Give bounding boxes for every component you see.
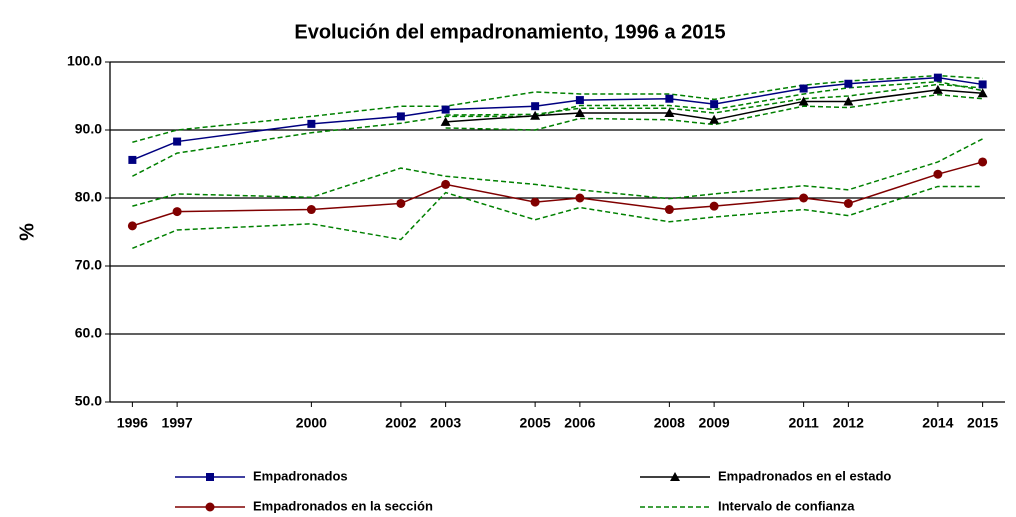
- marker: [799, 84, 808, 93]
- marker: [172, 207, 182, 217]
- y-tick-label: 100.0: [67, 53, 102, 69]
- marker: [396, 112, 405, 121]
- chart-title: Evolución del empadronamiento, 1996 a 20…: [294, 21, 725, 43]
- x-tick-label: 1996: [117, 415, 148, 431]
- y-tick-label: 80.0: [75, 189, 102, 205]
- x-tick-label: 2014: [922, 415, 953, 431]
- y-axis-label: %: [16, 223, 38, 241]
- y-tick-label: 70.0: [75, 257, 102, 273]
- marker: [307, 119, 316, 128]
- marker: [978, 157, 988, 167]
- confidence-line: [445, 83, 983, 116]
- x-tick-label: 2006: [564, 415, 595, 431]
- legend-label: Empadronados en el estado: [718, 468, 891, 483]
- x-tick-label: 1997: [162, 415, 193, 431]
- marker: [396, 198, 406, 208]
- x-tick-label: 2011: [788, 415, 819, 431]
- marker: [843, 198, 853, 208]
- marker: [441, 179, 451, 189]
- marker: [306, 205, 316, 215]
- marker: [977, 88, 988, 98]
- x-tick-label: 2002: [385, 415, 416, 431]
- marker: [844, 79, 853, 88]
- legend-label: Intervalo de confianza: [718, 498, 855, 513]
- x-tick-label: 2009: [699, 415, 730, 431]
- marker: [530, 110, 541, 120]
- marker: [670, 472, 680, 481]
- confidence-line: [132, 80, 983, 177]
- marker: [798, 96, 809, 106]
- marker: [932, 84, 943, 94]
- confidence-line: [445, 93, 983, 131]
- x-tick-label: 2003: [430, 415, 461, 431]
- series-line: [132, 161, 983, 227]
- marker: [978, 80, 987, 89]
- marker: [574, 108, 585, 117]
- x-tick-label: 2012: [833, 415, 864, 431]
- marker: [530, 197, 540, 207]
- marker: [933, 169, 943, 179]
- marker: [575, 193, 585, 203]
- x-tick-label: 2000: [296, 415, 327, 431]
- series-line: [132, 76, 983, 161]
- marker: [664, 205, 674, 215]
- marker: [664, 108, 675, 117]
- confidence-line: [132, 74, 983, 143]
- legend-label: Empadronados en la sección: [253, 498, 433, 513]
- marker: [173, 137, 182, 146]
- marker: [531, 102, 540, 111]
- marker: [843, 96, 854, 106]
- x-tick-label: 2015: [967, 415, 998, 431]
- x-tick-label: 2005: [520, 415, 551, 431]
- marker: [575, 96, 584, 105]
- y-tick-label: 90.0: [75, 121, 102, 137]
- y-tick-label: 60.0: [75, 325, 102, 341]
- marker: [128, 155, 137, 164]
- marker: [440, 116, 451, 126]
- marker: [127, 221, 137, 231]
- legend-label: Empadronados: [253, 468, 348, 483]
- marker: [799, 193, 809, 203]
- confidence-line: [132, 138, 983, 207]
- marker: [441, 105, 450, 114]
- marker: [709, 201, 719, 211]
- marker: [709, 114, 720, 124]
- marker: [710, 100, 719, 109]
- marker: [665, 94, 674, 103]
- y-tick-label: 50.0: [75, 393, 102, 409]
- marker: [933, 73, 942, 82]
- marker: [206, 473, 214, 481]
- marker: [205, 502, 215, 512]
- x-tick-label: 2008: [654, 415, 685, 431]
